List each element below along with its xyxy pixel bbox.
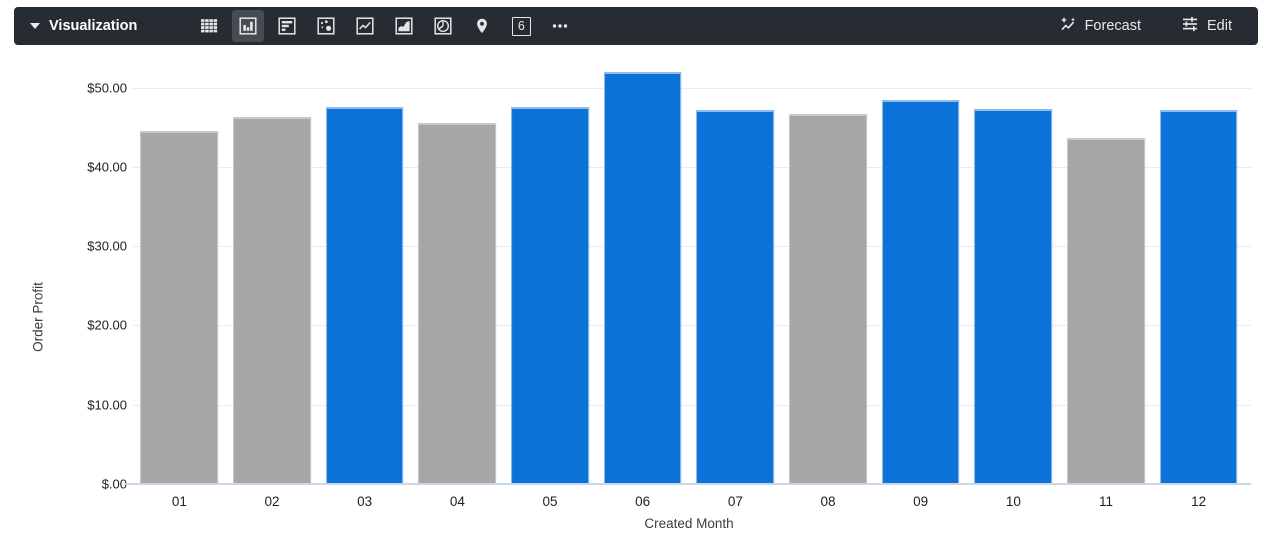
bar-slot: 03 xyxy=(318,60,411,509)
bar-slot: 10 xyxy=(967,60,1060,509)
x-axis-line xyxy=(124,483,1251,485)
bar-month-03[interactable] xyxy=(325,106,404,484)
horizontal-bar-chart-icon[interactable] xyxy=(271,10,303,42)
y-tick-label: $30.00 xyxy=(87,238,127,254)
x-tick-label: 09 xyxy=(913,494,929,509)
line-chart-icon[interactable] xyxy=(349,10,381,42)
x-tick-label: 02 xyxy=(264,494,280,509)
bar-month-02[interactable] xyxy=(233,117,311,484)
chart-type-icon-row: 6 xyxy=(193,10,576,42)
gridline xyxy=(133,166,1251,168)
scatter-chart-icon[interactable] xyxy=(310,10,342,42)
gridline xyxy=(133,87,1251,89)
y-tick-label: $50.00 xyxy=(87,80,127,96)
gridline xyxy=(133,404,1251,406)
y-tick-label: $20.00 xyxy=(87,317,127,333)
bar-month-01[interactable] xyxy=(140,131,219,484)
y-tick-label: $40.00 xyxy=(87,159,127,175)
bar-month-05[interactable] xyxy=(511,106,589,484)
x-tick-label: 12 xyxy=(1191,494,1207,509)
map-pin-icon[interactable] xyxy=(466,10,498,42)
visualization-toolbar: Visualization xyxy=(14,7,1258,45)
bar-month-09[interactable] xyxy=(881,99,960,484)
x-tick-label: 07 xyxy=(727,494,743,509)
single-value-icon-label: 6 xyxy=(511,16,531,36)
bar-month-07[interactable] xyxy=(696,109,775,484)
column-chart-icon[interactable] xyxy=(232,10,265,42)
gridline xyxy=(133,325,1251,327)
pie-chart-icon[interactable] xyxy=(427,10,459,42)
y-axis-title: Order Profit xyxy=(30,282,46,352)
bar-slot: 12 xyxy=(1152,60,1245,509)
bar-month-10[interactable] xyxy=(974,109,1053,484)
edit-settings-icon xyxy=(1181,15,1199,37)
x-axis-title: Created Month xyxy=(644,516,734,531)
bar-slot: 08 xyxy=(782,60,875,509)
bar-slot: 05 xyxy=(504,60,597,509)
x-tick-label: 01 xyxy=(171,494,187,509)
bar-month-12[interactable] xyxy=(1159,109,1238,484)
bar-month-08[interactable] xyxy=(789,113,867,484)
forecast-button[interactable]: Forecast xyxy=(1059,15,1141,37)
bar-chart: Order Profit $.00 $10.00 $20.00 $30.00 $40.0… xyxy=(0,45,1272,560)
bar-slot: 04 xyxy=(411,60,504,509)
visualization-title: Visualization xyxy=(49,18,138,34)
table-chart-icon[interactable] xyxy=(193,10,225,42)
forecast-icon xyxy=(1059,15,1077,37)
gridline xyxy=(133,246,1251,248)
bar-slot: 02 xyxy=(226,60,319,509)
x-tick-label: 11 xyxy=(1098,494,1113,509)
x-tick-label: 08 xyxy=(820,494,836,509)
bar-slot: 11 xyxy=(1060,60,1153,509)
plot-area: 01 02 03 04 05 06 07 08 09 10 11 12 xyxy=(124,60,1251,509)
bar-month-04[interactable] xyxy=(418,122,497,484)
single-value-icon[interactable]: 6 xyxy=(505,10,537,42)
x-tick-label: 05 xyxy=(542,494,558,509)
bar-slot: 07 xyxy=(689,60,782,509)
forecast-button-label: Forecast xyxy=(1084,18,1141,34)
edit-button[interactable]: Edit xyxy=(1181,15,1232,37)
x-tick-label: 03 xyxy=(357,494,373,509)
x-tick-label: 06 xyxy=(635,494,651,509)
x-tick-label: 04 xyxy=(449,494,465,509)
bar-slot: 09 xyxy=(874,60,967,509)
bar-month-11[interactable] xyxy=(1067,138,1145,484)
area-chart-icon[interactable] xyxy=(388,10,420,42)
caret-down-icon xyxy=(30,23,40,29)
bar-slot: 06 xyxy=(596,60,689,509)
visualization-collapse-button[interactable]: Visualization xyxy=(30,18,137,34)
x-tick-label: 10 xyxy=(1005,494,1021,509)
edit-button-label: Edit xyxy=(1207,18,1232,34)
y-axis-labels: $.00 $10.00 $20.00 $30.00 $40.00 $50.00 xyxy=(55,60,127,491)
y-tick-label: $.00 xyxy=(101,476,127,492)
bar-month-06[interactable] xyxy=(603,71,682,484)
more-options-icon[interactable] xyxy=(544,10,576,42)
bar-slot: 01 xyxy=(133,60,226,509)
y-tick-label: $10.00 xyxy=(87,397,127,413)
